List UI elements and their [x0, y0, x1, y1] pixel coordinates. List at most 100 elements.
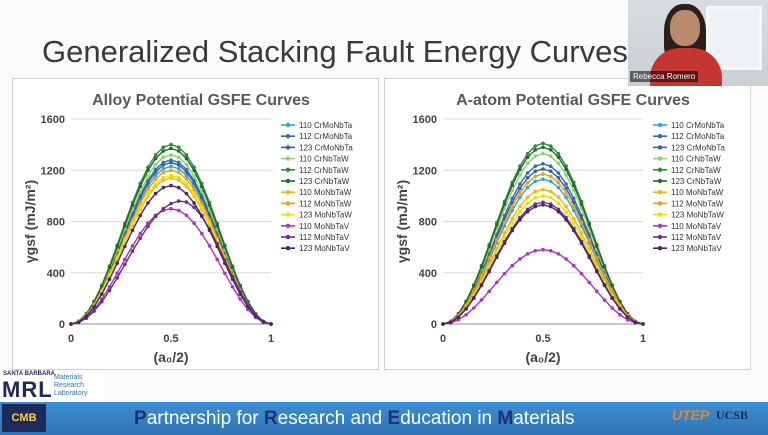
- legend-label: 110 CrNbTaW: [299, 155, 349, 164]
- data-point: [448, 320, 453, 325]
- y-axis-label: γgsf (mJ/m²): [394, 180, 410, 263]
- data-point: [641, 322, 645, 326]
- data-point: [572, 228, 576, 233]
- data-point: [100, 299, 104, 304]
- y-tick-label: 400: [47, 268, 65, 280]
- data-point: [84, 314, 89, 318]
- data-point: [130, 228, 135, 233]
- data-point: [161, 185, 166, 190]
- data-point: [556, 180, 561, 185]
- data-point: [495, 255, 499, 259]
- x-tick-label: 0.5: [535, 333, 550, 345]
- data-point: [115, 256, 119, 261]
- series-123-monbtav: [441, 203, 645, 326]
- data-point: [92, 309, 96, 313]
- data-point: [518, 210, 522, 214]
- data-point: [502, 235, 507, 239]
- data-point: [510, 188, 514, 193]
- series-123-crnbtaw: [69, 146, 273, 326]
- aatom-chart-panel: A-atom Potential GSFE Curves 0 400 800 1200 1…: [384, 78, 751, 370]
- data-point: [146, 221, 150, 225]
- data-point: [525, 151, 530, 156]
- data-point: [548, 204, 553, 209]
- cmb-logo: CMB: [2, 404, 46, 432]
- legend-marker: [285, 201, 291, 206]
- data-point: [579, 202, 584, 206]
- data-point: [169, 168, 173, 173]
- data-point: [610, 296, 614, 301]
- data-point: [138, 195, 142, 200]
- data-point: [153, 170, 158, 174]
- data-point: [200, 195, 204, 200]
- utep-logo: UTEP: [672, 407, 710, 423]
- footer-cap-r: R: [263, 408, 278, 429]
- series-line: [442, 195, 644, 325]
- data-point: [200, 205, 204, 210]
- data-point: [115, 271, 119, 276]
- data-point: [153, 162, 158, 167]
- data-point: [161, 166, 166, 171]
- series-112-monbtav: [69, 199, 273, 326]
- data-point: [541, 187, 545, 192]
- data-point: [525, 155, 530, 160]
- data-point: [541, 167, 545, 171]
- data-point: [200, 201, 204, 206]
- legend-label: 123 MoNbTaW: [671, 211, 724, 220]
- data-point: [618, 312, 622, 317]
- data-point: [518, 182, 522, 186]
- data-point: [146, 192, 150, 196]
- data-point: [541, 194, 545, 198]
- data-point: [123, 238, 127, 243]
- data-point: [510, 200, 514, 205]
- data-point: [176, 160, 181, 165]
- data-point: [533, 204, 538, 209]
- data-point: [215, 223, 219, 228]
- data-point: [107, 288, 112, 293]
- chart-title: A-atom Potential GSFE Curves: [456, 92, 690, 109]
- data-point: [100, 284, 104, 288]
- data-point: [192, 221, 196, 225]
- data-point: [595, 289, 599, 294]
- data-point: [572, 216, 576, 221]
- x-axis-label: (a₀/2): [153, 349, 188, 365]
- y-tick-label: 1200: [413, 165, 437, 177]
- data-point: [556, 161, 561, 166]
- data-point: [161, 178, 166, 182]
- legend-label: 123 CrNbTaW: [671, 177, 722, 186]
- series-line: [442, 201, 644, 325]
- data-point: [207, 212, 212, 217]
- data-point: [176, 149, 181, 153]
- data-point: [587, 280, 591, 285]
- data-point: [192, 174, 196, 178]
- data-point: [441, 322, 445, 326]
- data-point: [184, 162, 189, 167]
- data-point: [556, 176, 561, 180]
- data-point: [215, 244, 219, 249]
- footer-banner: Partnership for Research and Education i…: [0, 402, 768, 435]
- data-point: [548, 249, 553, 253]
- data-point: [130, 203, 135, 207]
- footer-cap-m: M: [497, 408, 514, 429]
- data-point: [572, 263, 576, 268]
- legend-marker: [657, 134, 663, 139]
- data-point: [184, 191, 189, 196]
- data-point: [610, 284, 614, 288]
- data-point: [541, 145, 545, 149]
- data-point: [153, 182, 158, 186]
- data-point: [541, 200, 545, 205]
- data-point: [495, 280, 499, 285]
- data-point: [261, 320, 266, 324]
- legend-label: 110 MoNbTaV: [299, 222, 350, 231]
- y-tick-label: 1600: [41, 114, 65, 126]
- data-point: [548, 164, 553, 168]
- slide-title: Generalized Stacking Fault Energy Curves: [42, 34, 628, 69]
- data-point: [123, 262, 127, 267]
- data-point: [169, 164, 173, 169]
- data-point: [518, 191, 522, 195]
- data-point: [138, 184, 142, 189]
- data-point: [192, 168, 196, 173]
- legend-marker: [285, 167, 291, 172]
- data-point: [625, 315, 630, 319]
- data-point: [169, 160, 173, 165]
